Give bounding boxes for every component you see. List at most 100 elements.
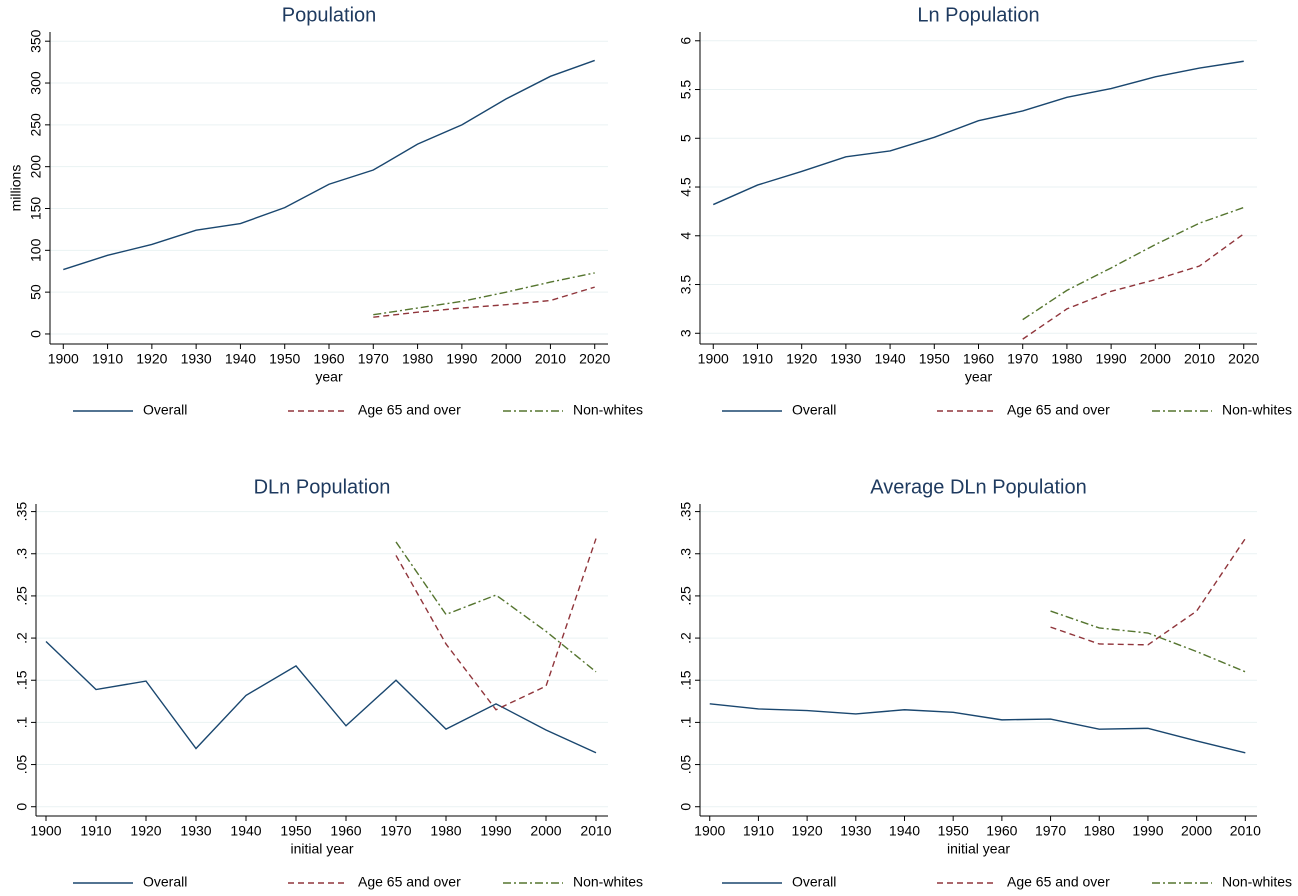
x-tick-label: 2000 [1140,351,1171,367]
series-line [1022,233,1245,340]
panel: Ln Population 3 3.5 4 4.5 5 5.5 6 1900 1910 1920 19… [678,4,1292,417]
chart-title: Ln Population [917,4,1039,26]
y-tick-label: .3 [14,548,30,560]
x-tick-label: 1940 [875,351,906,367]
x-tick-label: 1950 [919,351,950,367]
y-tick-label: 350 [28,29,44,53]
panel: Average DLn Population 0 .05 .1 .15 .2 .25 .3 .3… [678,476,1292,889]
x-tick-label: 1980 [402,351,433,367]
x-tick-label: 1970 [1007,351,1038,367]
legend-label: Non-whites [573,402,643,418]
y-tick-label: .05 [14,755,30,775]
series-line [712,60,1244,206]
x-tick-label: 1950 [938,823,969,839]
x-tick-label: 1930 [181,351,212,367]
x-tick-label: 1960 [986,823,1017,839]
y-axis-label: millions [8,165,24,212]
legend-label: Non-whites [573,874,643,890]
y-tick-label: .2 [678,632,694,644]
chart-title: DLn Population [254,476,391,498]
x-tick-label: 1920 [786,351,817,367]
x-tick-label: 1980 [1051,351,1082,367]
y-tick-label: .15 [14,670,30,690]
x-tick-label: 2010 [1230,823,1261,839]
x-tick-label: 1930 [180,823,211,839]
y-tick-label: .1 [678,716,694,728]
x-tick-label: 1910 [92,351,123,367]
y-tick-label: 300 [28,71,44,95]
x-tick-label: 1990 [480,823,511,839]
x-axis-label: initial year [947,841,1010,857]
legend-label: Age 65 and over [1007,874,1110,890]
x-tick-label: 1910 [742,351,773,367]
y-tick-label: 250 [28,113,44,137]
x-tick-label: 1960 [313,351,344,367]
series-line [45,640,597,754]
x-tick-label: 1960 [330,823,361,839]
x-tick-label: 2020 [579,351,610,367]
legend-label: Non-whites [1222,874,1292,890]
x-tick-label: 1910 [80,823,111,839]
x-tick-label: 1900 [694,823,725,839]
y-tick-label: 50 [28,284,44,300]
y-tick-label: .2 [14,632,30,644]
x-tick-label: 1940 [230,823,261,839]
x-tick-label: 1970 [1035,823,1066,839]
x-tick-label: 1920 [136,351,167,367]
x-tick-label: 1950 [280,823,311,839]
y-tick-label: .35 [678,502,694,522]
x-tick-label: 1920 [130,823,161,839]
series-line [1022,206,1244,321]
series-line [395,541,597,673]
x-axis-label: year [315,369,343,385]
x-axis-label: year [965,369,993,385]
x-tick-label: 1930 [840,823,871,839]
x-tick-label: 2000 [491,351,522,367]
y-tick-label: 6 [678,37,694,45]
y-tick-label: .05 [678,755,694,775]
legend-label: Overall [792,402,836,418]
legend-label: Age 65 and over [1007,402,1110,418]
series-line [1050,610,1246,673]
series-line [709,703,1246,754]
y-tick-label: .3 [678,548,694,560]
y-tick-label: 100 [28,238,44,262]
y-tick-label: 200 [28,155,44,179]
x-tick-label: 2000 [1181,823,1212,839]
legend-label: Age 65 and over [358,402,461,418]
x-tick-label: 1990 [1096,351,1127,367]
series-line [63,59,595,271]
y-tick-label: .15 [678,670,694,690]
y-tick-label: .25 [14,586,30,606]
y-tick-label: 5 [678,134,694,142]
x-tick-label: 1980 [430,823,461,839]
series-line [373,272,595,316]
legend-label: Overall [143,402,187,418]
series-line [395,538,597,711]
series-line [373,286,595,318]
y-tick-label: 4 [678,232,694,240]
legend-label: Overall [143,874,187,890]
y-tick-label: 0 [28,330,44,338]
x-tick-label: 2000 [530,823,561,839]
legend-label: Age 65 and over [358,874,461,890]
x-tick-label: 1910 [743,823,774,839]
y-tick-label: .35 [14,502,30,522]
x-tick-label: 1930 [830,351,861,367]
y-tick-label: 0 [14,803,30,811]
y-tick-label: 3 [678,329,694,337]
x-tick-label: 1900 [48,351,79,367]
x-tick-label: 1950 [269,351,300,367]
x-tick-label: 2010 [1184,351,1215,367]
series-line [1050,538,1246,646]
x-tick-label: 1990 [446,351,477,367]
chart-title: Population [282,4,377,26]
panel: DLn Population 0 .05 .1 .15 .2 .25 .3 .35 1900 191… [14,476,643,889]
x-tick-label: 1900 [698,351,729,367]
x-tick-label: 1980 [1084,823,1115,839]
y-tick-label: .25 [678,586,694,606]
x-tick-label: 1940 [225,351,256,367]
x-tick-label: 1990 [1132,823,1163,839]
x-tick-label: 1970 [358,351,389,367]
